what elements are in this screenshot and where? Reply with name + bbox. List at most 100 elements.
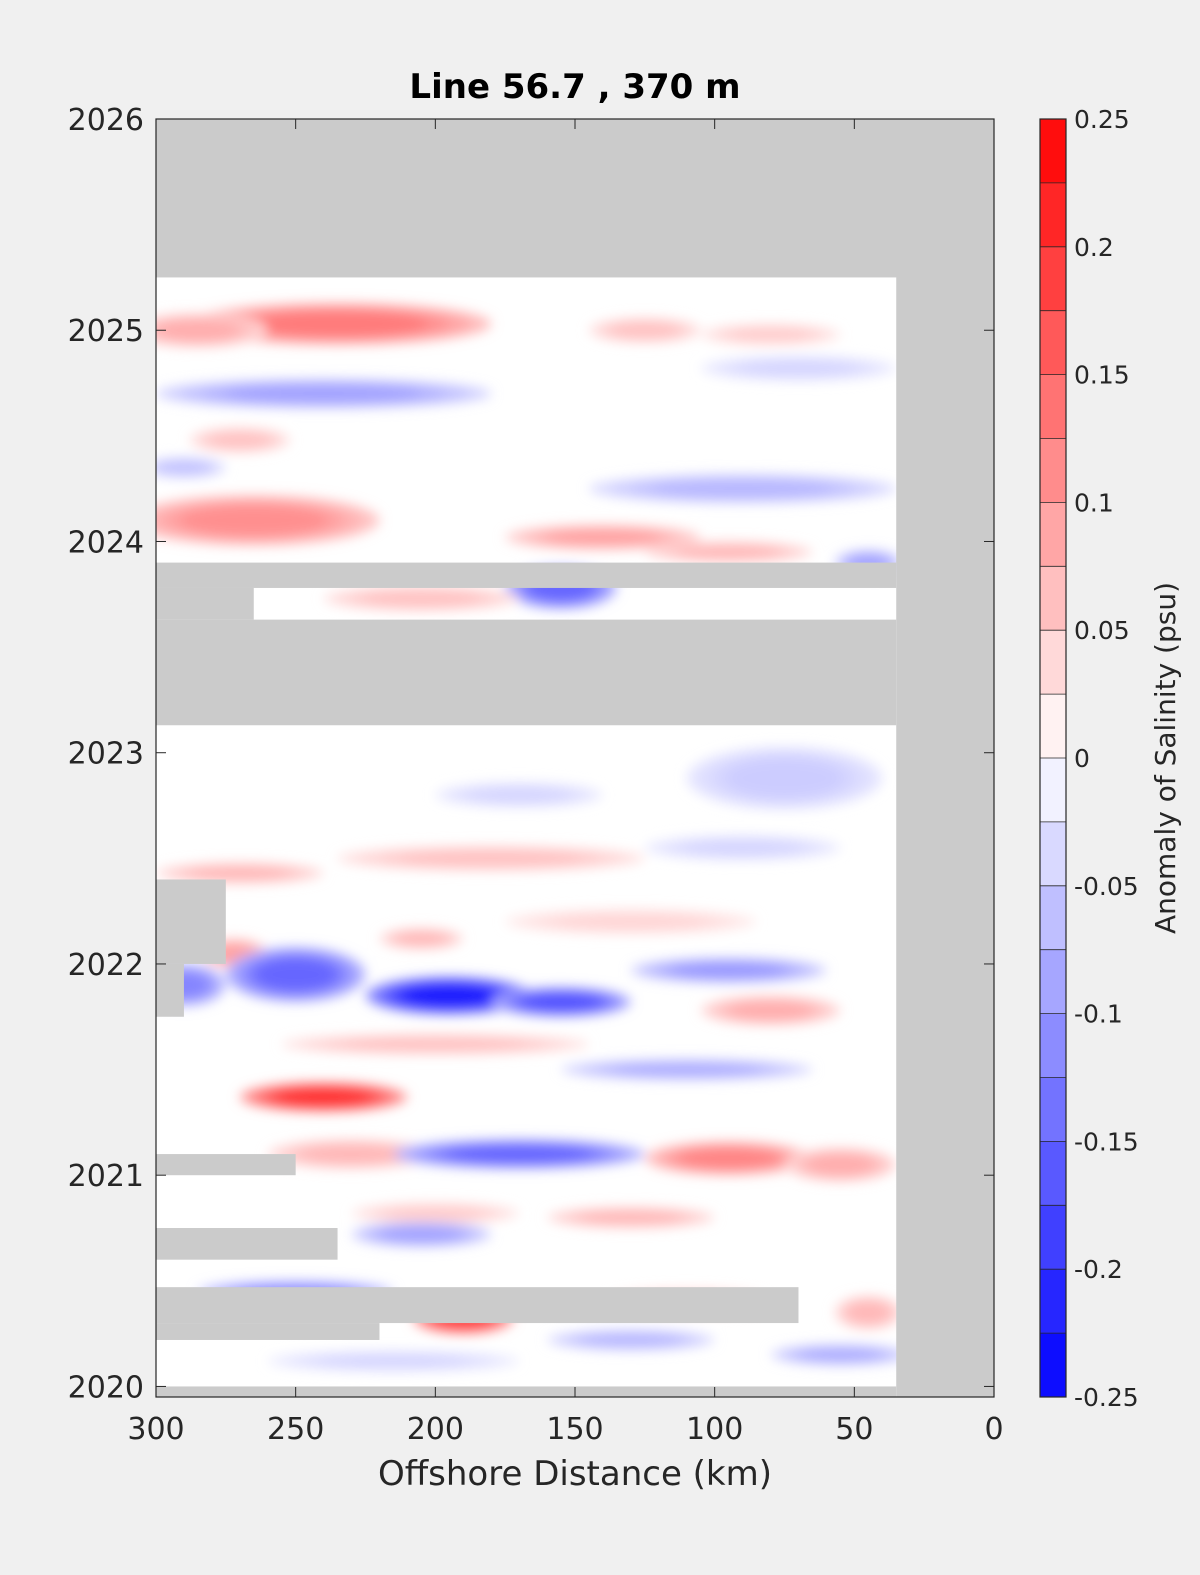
anomaly-patch-5-band-3 — [741, 360, 856, 376]
x-tick-label-5: 50 — [835, 1412, 873, 1447]
anomaly-patch-6-band-3 — [210, 432, 270, 448]
colorbar-tick-label-4: 0.05 — [1074, 616, 1130, 645]
y-axis: 2020 2021 2022 2023 2024 2025 2026 — [68, 103, 994, 1405]
colorbar-band-15 — [1040, 1077, 1066, 1142]
no-data-region-3 — [156, 562, 897, 588]
y-tick-label-0: 2020 — [68, 1370, 144, 1405]
anomaly-patch-0-band-3 — [247, 311, 428, 337]
anomaly-patch-2-band-3 — [612, 322, 678, 338]
colorbar-band-1 — [1040, 182, 1066, 247]
colorbar-tick-label-5: 0 — [1074, 744, 1090, 773]
anomaly-patch-26-band-3 — [520, 993, 603, 1011]
anomaly-patch-29-band-3 — [345, 1038, 526, 1051]
no-data-region-1 — [896, 119, 994, 1397]
colorbar-tick-label-3: 0.1 — [1074, 488, 1114, 517]
y-tick-label-4: 2024 — [68, 525, 144, 560]
anomaly-patch-11-band-3 — [679, 545, 778, 559]
x-tick-label-3: 150 — [546, 1412, 603, 1447]
x-tick-label-6: 0 — [984, 1412, 1003, 1447]
anomaly-patch-36-band-3 — [581, 1211, 681, 1224]
anomaly-patch-21-band-3 — [557, 914, 705, 930]
anomaly-patch-43-band-3 — [848, 1302, 888, 1323]
anomaly-patch-32-band-3 — [302, 1145, 401, 1163]
anomaly-patch-31-band-3 — [274, 1088, 373, 1106]
no-data-region-2 — [156, 619, 897, 726]
chart-title: Line 56.7 , 370 m — [409, 67, 740, 107]
y-tick-label-5: 2025 — [68, 314, 144, 349]
anomaly-patch-25-band-3 — [400, 984, 499, 1007]
no-data-region-9 — [156, 1287, 799, 1324]
colorbar-tick-label-8: -0.15 — [1074, 1127, 1139, 1156]
y-tick-label-1: 2021 — [68, 1159, 144, 1194]
anomaly-patch-44-band-3 — [799, 1348, 882, 1361]
anomaly-patch-9-band-3 — [179, 505, 328, 536]
anomaly-patch-19-band-3 — [685, 840, 801, 856]
anomaly-patch-38-band-3 — [380, 1226, 463, 1242]
anomaly-patch-23-band-3 — [254, 958, 337, 991]
colorbar-band-4 — [1040, 374, 1066, 439]
anomaly-patch-4-band-3 — [225, 384, 423, 403]
anomaly-patch-34-band-3 — [679, 1148, 778, 1169]
x-axis-label: Offshore Distance (km) — [378, 1454, 772, 1494]
colorbar-band-12 — [1040, 885, 1066, 950]
colorbar-tick-label-6: -0.05 — [1074, 872, 1139, 901]
anomaly-patch-37-band-3 — [386, 1207, 485, 1220]
no-data-region-0 — [156, 119, 994, 278]
anomaly-patch-1-band-3 — [156, 320, 239, 341]
y-tick-label-3: 2023 — [68, 737, 144, 772]
x-tick-label-1: 250 — [267, 1412, 324, 1447]
colorbar-tick-label-2: 0.15 — [1074, 361, 1130, 390]
anomaly-patch-28-band-3 — [729, 1001, 812, 1020]
colorbar-label: Anomaly of Salinity (psu) — [1149, 582, 1182, 934]
no-data-region-4 — [156, 587, 254, 620]
y-tick-label-6: 2026 — [68, 103, 144, 138]
colorbar-frame — [1039, 118, 1067, 1398]
colorbar-band-6 — [1040, 502, 1066, 567]
colorbar-band-13 — [1040, 949, 1066, 1014]
anomaly-patch-45-band-3 — [319, 1354, 468, 1368]
no-data-region-10 — [156, 1323, 380, 1340]
colorbar: 0.25 0.2 0.15 0.1 0.05 0 -0.05 -0.1 -0.15 -0.2 -0.… — [1039, 105, 1139, 1412]
x-tick-label-4: 100 — [686, 1412, 743, 1447]
no-data-layer — [156, 119, 994, 1397]
colorbar-band-9 — [1040, 694, 1066, 758]
colorbar-band-7 — [1040, 566, 1066, 631]
colorbar-band-8 — [1040, 630, 1066, 695]
no-data-region-6 — [156, 963, 184, 1017]
colorbar-tick-label-10: -0.25 — [1074, 1383, 1139, 1412]
no-data-region-5 — [156, 879, 226, 964]
plot-area — [156, 119, 994, 1397]
anomaly-patch-15-band-3 — [727, 759, 842, 797]
anomaly-patch-16-band-3 — [469, 787, 569, 803]
x-tick-label-2: 200 — [407, 1412, 464, 1447]
colorbar-band-5 — [1040, 438, 1066, 503]
anomaly-patch-27-band-3 — [671, 962, 787, 978]
colorbar-band-2 — [1040, 246, 1066, 311]
no-data-region-7 — [156, 1154, 296, 1176]
anomaly-patch-3-band-3 — [729, 328, 812, 341]
anomaly-patch-10-band-3 — [545, 529, 661, 545]
no-data-region-8 — [156, 1228, 338, 1260]
colorbar-band-0 — [1040, 119, 1066, 183]
no-data-region-11 — [156, 1386, 897, 1397]
anomaly-patch-18-band-3 — [400, 850, 582, 866]
colorbar-band-19 — [1040, 1333, 1066, 1397]
colorbar-band-11 — [1040, 821, 1066, 886]
colorbar-band-10 — [1040, 758, 1066, 822]
y-tick-label-2: 2022 — [68, 948, 144, 983]
anomaly-patch-33-band-3 — [445, 1145, 593, 1163]
x-axis: 300 250 200 150 100 50 0 — [127, 119, 1004, 1447]
anomaly-patch-20-band-3 — [396, 932, 446, 945]
colorbar-band-14 — [1040, 1013, 1066, 1078]
colorbar-tick-label-7: -0.1 — [1074, 1000, 1123, 1029]
colorbar-band-18 — [1040, 1269, 1066, 1334]
x-tick-label-0: 300 — [127, 1412, 184, 1447]
anomaly-patch-8-band-3 — [159, 461, 209, 474]
colorbar-band-17 — [1040, 1205, 1066, 1270]
anomaly-patch-35-band-3 — [807, 1154, 874, 1175]
anomaly-patch-7-band-3 — [652, 479, 833, 498]
colorbar-tick-label-9: -0.2 — [1074, 1255, 1123, 1284]
colorbar-tick-label-0: 0.25 — [1074, 105, 1130, 134]
colorbar-tick-label-1: 0.2 — [1074, 233, 1114, 262]
